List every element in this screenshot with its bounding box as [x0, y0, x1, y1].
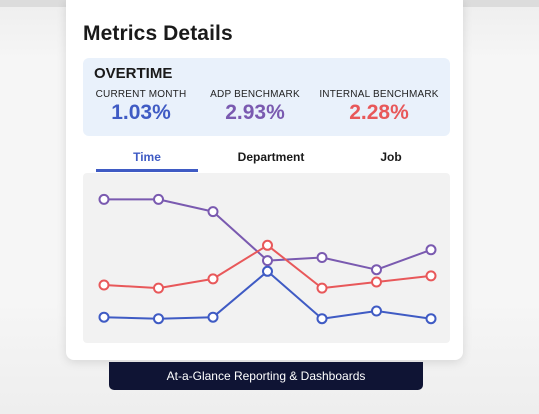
- metric-current-month: CURRENT MONTH 1.03%: [95, 89, 187, 125]
- tab-department[interactable]: Department: [237, 150, 305, 164]
- series-1-point: [371, 276, 382, 288]
- series-1-point: [98, 279, 110, 291]
- series-0-point: [153, 193, 164, 205]
- metrics-card: Metrics Details OVERTIME CURRENT MONTH 1…: [66, 0, 463, 360]
- tab-time[interactable]: Time: [96, 148, 198, 172]
- line-chart: [83, 173, 450, 343]
- metric-label: CURRENT MONTH: [95, 89, 187, 100]
- series-2-point: [425, 313, 437, 325]
- metric-label: INTERNAL BENCHMARK: [319, 89, 439, 100]
- series-2-point: [153, 313, 164, 325]
- metric-value: 2.93%: [225, 101, 285, 124]
- metric-adp-benchmark: ADP BENCHMARK 2.93%: [201, 89, 309, 125]
- series-0-point: [425, 244, 437, 256]
- series-1-point: [207, 273, 219, 285]
- series-1-point: [262, 239, 273, 251]
- chart-svg: [98, 193, 437, 325]
- series-0-point: [207, 206, 219, 218]
- series-0-point: [371, 264, 382, 276]
- series-2-point: [371, 305, 382, 317]
- series-1-point: [316, 282, 328, 294]
- metric-internal-benchmark: INTERNAL BENCHMARK 2.28%: [315, 89, 443, 125]
- series-0-point: [262, 255, 273, 267]
- banner: At-a-Glance Reporting & Dashboards: [109, 362, 423, 390]
- card-title: Metrics Details: [83, 22, 233, 45]
- tab-job[interactable]: Job: [380, 150, 402, 164]
- series-0-point: [98, 193, 110, 205]
- metric-value: 2.28%: [349, 101, 409, 124]
- metric-value: 1.03%: [111, 101, 171, 124]
- series-1-point: [425, 270, 437, 282]
- series-0-point: [316, 252, 328, 263]
- series-2-point: [207, 311, 219, 323]
- overtime-panel: OVERTIME CURRENT MONTH 1.03% ADP BENCHMA…: [83, 58, 450, 136]
- series-2-point: [316, 313, 328, 325]
- series-1-point: [153, 282, 164, 294]
- series-2-point: [262, 265, 273, 277]
- series-2-point: [98, 311, 110, 323]
- overtime-heading: OVERTIME: [94, 65, 173, 82]
- metric-label: ADP BENCHMARK: [210, 89, 300, 100]
